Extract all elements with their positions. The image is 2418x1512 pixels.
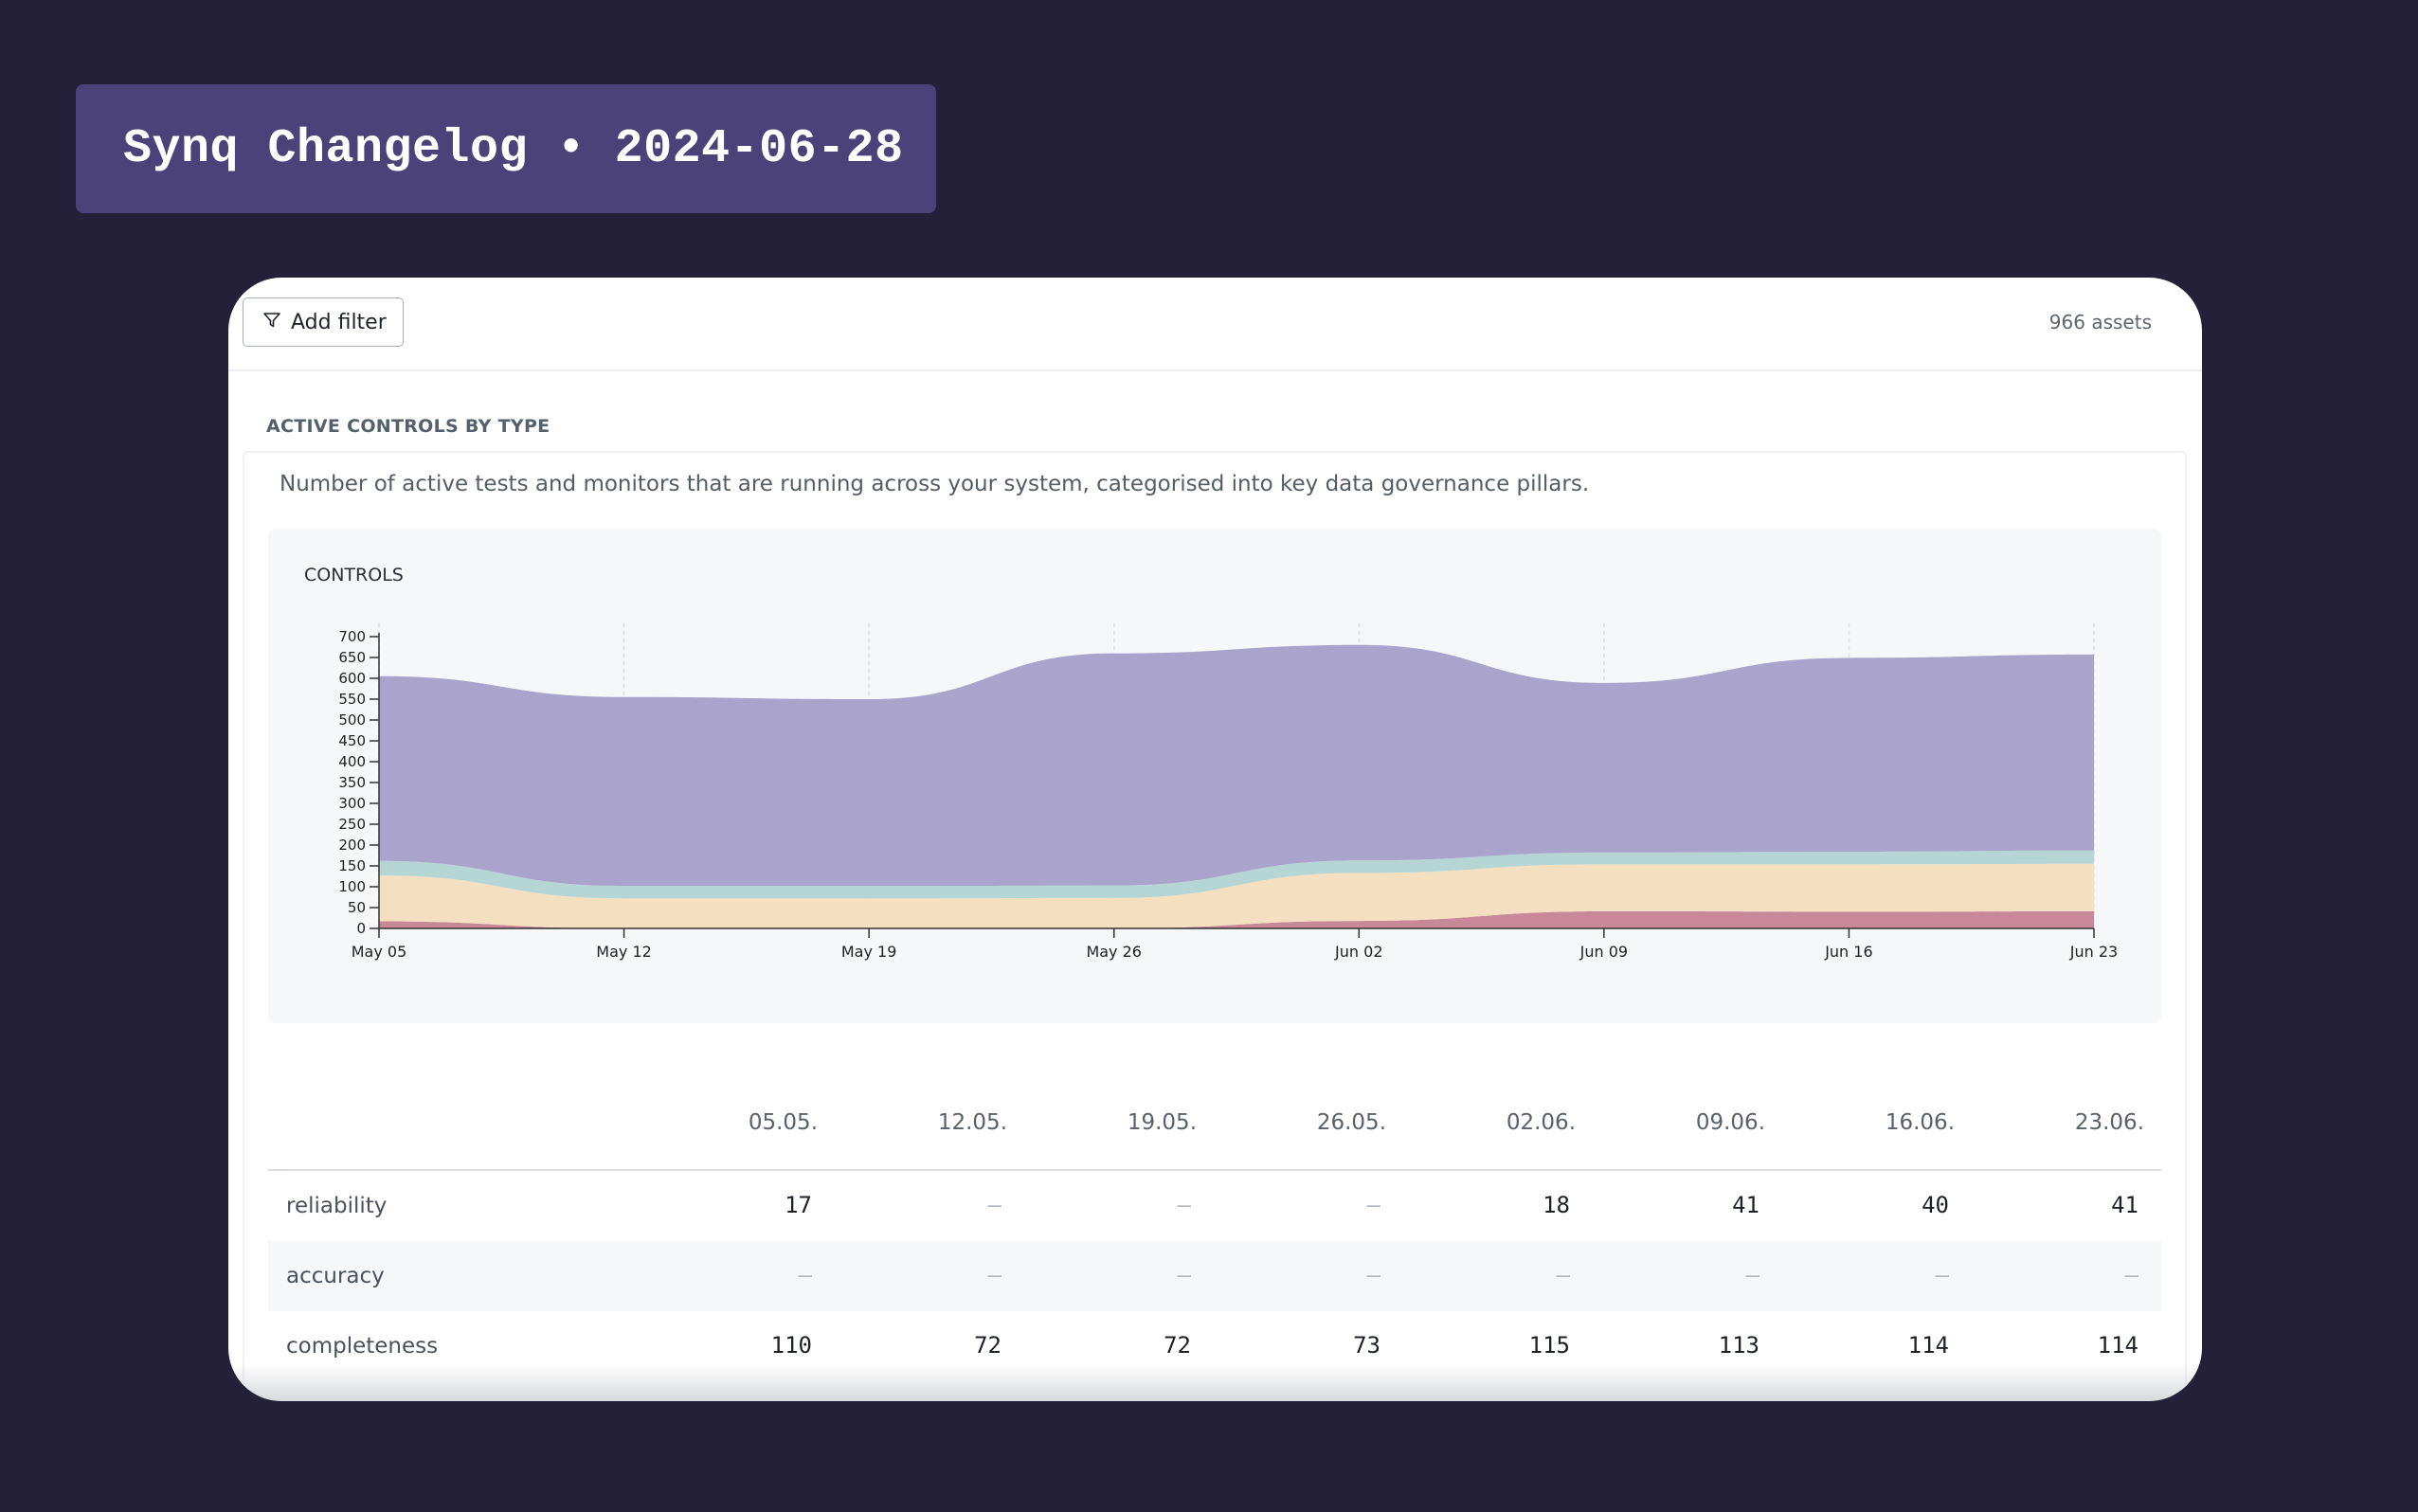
table-cell: 110 [770, 1332, 812, 1359]
y-tick-label: 450 [338, 732, 366, 749]
table-cell: 115 [1528, 1332, 1570, 1359]
y-tick-label: 650 [338, 649, 366, 666]
table-cell: – [987, 1192, 1001, 1218]
column-header: 12.05. [937, 1110, 1007, 1135]
chart-title: CONTROLS [304, 565, 404, 585]
assets-count: 966 assets [2048, 311, 2152, 333]
column-header: 19.05. [1127, 1110, 1197, 1135]
row-label: accuracy [286, 1264, 385, 1288]
table-cell: 41 [1732, 1192, 1759, 1218]
scroll-fade [228, 1363, 2202, 1401]
table-cell: 41 [2111, 1192, 2138, 1218]
x-tick-label: Jun 16 [1824, 943, 1872, 961]
filter-bar: Add filter 966 assets [228, 278, 2202, 371]
y-tick-label: 700 [338, 628, 366, 645]
table-body: reliability 17 – – – 18 41 40 41 accuracy – – – – – – – –… [268, 1171, 2161, 1381]
y-tick-label: 350 [338, 774, 366, 791]
column-header: 09.06. [1695, 1110, 1765, 1135]
area-series-4 [379, 644, 2094, 887]
table-cell: 113 [1718, 1332, 1759, 1359]
table-cell: – [1745, 1262, 1759, 1288]
table-cell: 17 [785, 1192, 812, 1218]
x-tick-label: May 26 [1086, 943, 1142, 961]
x-tick-label: Jun 02 [1334, 943, 1382, 961]
y-tick-label: 100 [338, 878, 366, 895]
filter-icon [262, 311, 281, 333]
table-header: 05.05. 12.05. 19.05. 26.05. 02.06. 09.06. 16.0… [268, 1078, 2161, 1171]
changelog-banner: Synq Changelog • 2024-06-28 [76, 84, 936, 213]
table-row: reliability 17 – – – 18 41 40 41 [268, 1171, 2161, 1241]
table-cell: 114 [2097, 1332, 2138, 1359]
x-tick-label: Jun 23 [2069, 943, 2118, 961]
row-label: completeness [286, 1334, 439, 1359]
section-description: Number of active tests and monitors that… [280, 472, 1590, 496]
area-series-3 [379, 850, 2094, 899]
table-cell: 18 [1543, 1192, 1570, 1218]
y-tick-label: 150 [338, 857, 366, 874]
y-tick-label: 600 [338, 670, 366, 687]
y-tick-label: 300 [338, 795, 366, 812]
x-tick-label: May 12 [596, 943, 652, 961]
table-cell: 72 [1164, 1332, 1191, 1359]
y-tick-label: 250 [338, 816, 366, 833]
table-cell: – [1366, 1192, 1380, 1218]
y-tick-label: 50 [348, 899, 366, 916]
table-row: completeness 110 72 72 73 115 113 114 114 [268, 1311, 2161, 1381]
chart-panel: Number of active tests and monitors that… [243, 451, 2187, 1401]
dashboard-card: Add filter 966 assets ACTIVE CONTROLS BY… [228, 278, 2202, 1401]
table-cell: – [1177, 1262, 1191, 1288]
x-tick-label: May 05 [352, 943, 407, 961]
column-header: 05.05. [748, 1110, 818, 1135]
table-cell: 72 [974, 1332, 1001, 1359]
area-series-2 [379, 863, 2094, 928]
table-row: accuracy – – – – – – – – [268, 1241, 2161, 1311]
controls-table: 05.05. 12.05. 19.05. 26.05. 02.06. 09.06. 16.0… [268, 1078, 2161, 1381]
table-cell: – [1556, 1262, 1570, 1288]
add-filter-button[interactable]: Add filter [243, 297, 404, 347]
y-tick-label: 200 [338, 837, 366, 854]
section-title: ACTIVE CONTROLS BY TYPE [266, 416, 550, 437]
x-tick-label: Jun 09 [1579, 943, 1628, 961]
column-header: 23.06. [2074, 1110, 2144, 1135]
y-tick-label: 500 [338, 711, 366, 729]
y-tick-label: 0 [356, 920, 366, 937]
table-cell: – [798, 1262, 812, 1288]
area-series-1 [379, 910, 2094, 928]
table-cell: – [1935, 1262, 1949, 1288]
y-tick-label: 400 [338, 753, 366, 770]
y-tick-label: 550 [338, 691, 366, 708]
controls-area-chart: 0 50 100 150 200 250 300 350 400 450 500 550 600 650 7… [338, 623, 2118, 961]
table-cell: – [1366, 1262, 1380, 1288]
column-header: 02.06. [1506, 1110, 1576, 1135]
column-header: 16.06. [1885, 1110, 1955, 1135]
x-tick-label: May 19 [841, 943, 897, 961]
banner-title: Synq Changelog • 2024-06-28 [123, 121, 904, 176]
table-cell: 114 [1907, 1332, 1949, 1359]
column-header: 26.05. [1316, 1110, 1386, 1135]
row-label: reliability [286, 1194, 388, 1218]
table-cell: 40 [1922, 1192, 1949, 1218]
add-filter-label: Add filter [291, 310, 387, 334]
table-cell: – [2124, 1262, 2138, 1288]
table-cell: 73 [1353, 1332, 1380, 1359]
table-cell: – [1177, 1192, 1191, 1218]
chart-container: CONTROLS 0 50 100 150 200 250 300 350 400 450 500 5… [268, 529, 2161, 1023]
table-cell: – [987, 1262, 1001, 1288]
